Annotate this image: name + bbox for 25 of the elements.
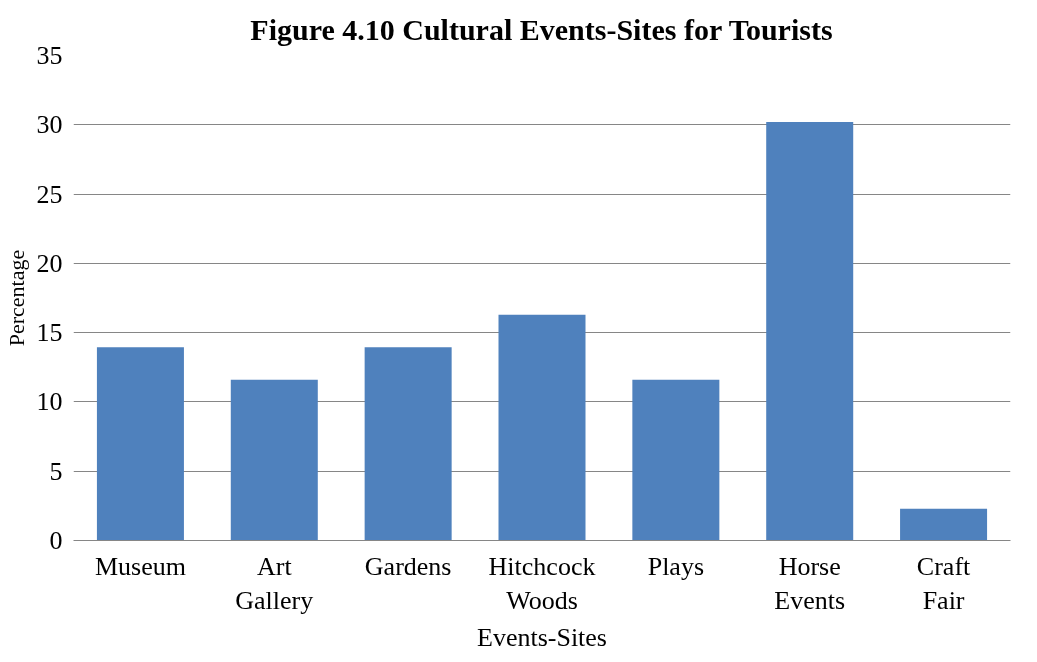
y-tick-label: 30 xyxy=(36,110,63,140)
y-tick-label: 0 xyxy=(49,526,63,555)
bar xyxy=(364,347,452,541)
y-axis-title: Percentage xyxy=(3,249,29,347)
bar xyxy=(766,122,854,541)
y-tick-label: 15 xyxy=(36,318,63,348)
bar xyxy=(96,347,184,541)
x-tick-label: Art Gallery xyxy=(235,551,314,616)
x-tick-label: Craft Fair xyxy=(916,551,972,616)
bar xyxy=(900,508,988,541)
y-tick-label: 35 xyxy=(36,41,63,70)
bar xyxy=(498,314,586,541)
x-tick-label: Plays xyxy=(647,551,705,581)
bar xyxy=(632,379,720,541)
x-axis-title: Events-Sites xyxy=(477,623,608,653)
chart-title: Figure 4.10 Cultural Events-Sites for Tourists xyxy=(250,12,833,46)
x-tick-label: Horse Events xyxy=(774,551,846,616)
x-tick-label: Museum xyxy=(94,551,186,581)
x-tick-label: Gardens xyxy=(364,551,452,581)
y-tick-label: 25 xyxy=(36,179,63,209)
x-tick-label: Hitchcock Woods xyxy=(488,551,596,616)
y-tick-label: 20 xyxy=(36,248,63,278)
y-tick-label: 10 xyxy=(36,387,63,417)
bar xyxy=(230,379,318,541)
y-tick-label: 5 xyxy=(49,456,63,486)
